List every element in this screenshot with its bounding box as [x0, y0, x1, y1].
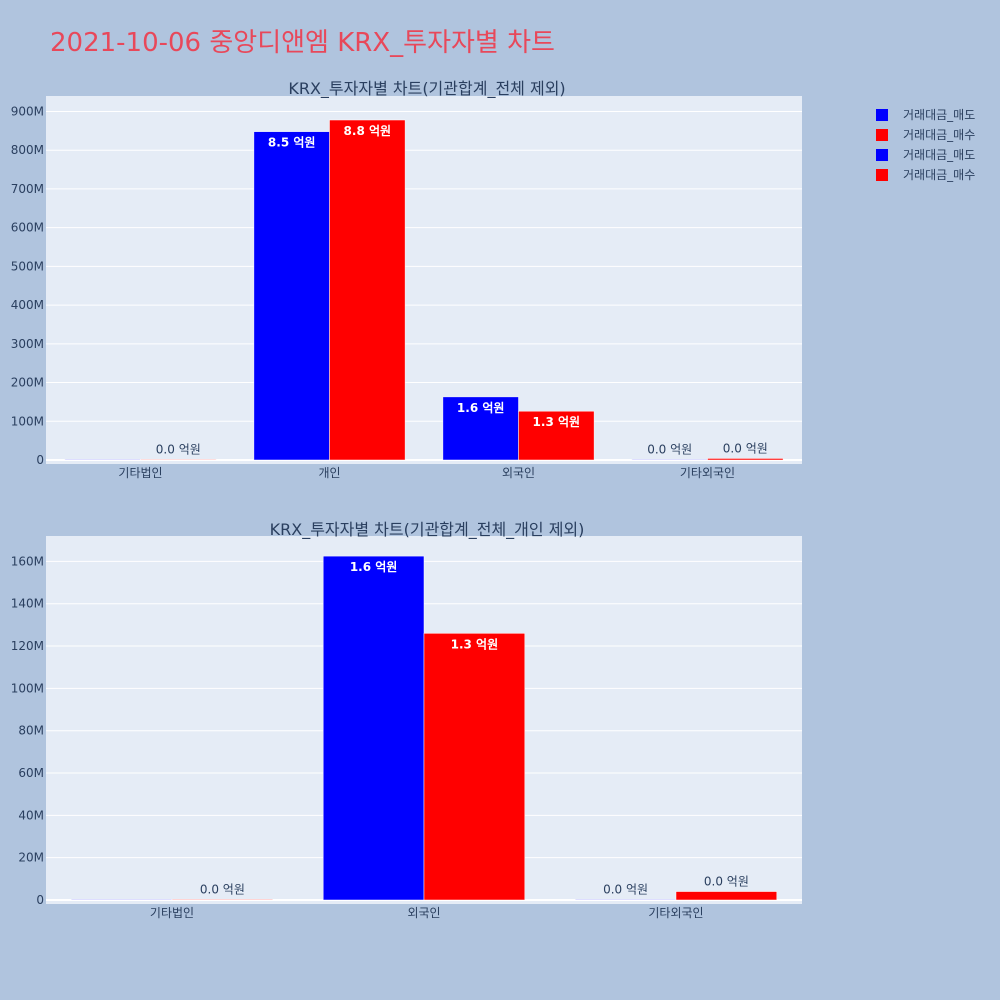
bar-sell[interactable] [631, 459, 708, 461]
chart-panel-top: 0 100M 200M 300M 400M 500M 600M 700M 800M 900M KRX… [11, 79, 802, 480]
y-tick-label: 900M [11, 104, 44, 118]
y-tick-label: 80M [18, 724, 44, 738]
y-tick-label: 500M [11, 259, 44, 273]
y-tick-label: 120M [11, 639, 44, 653]
bar-buy[interactable] [518, 410, 595, 461]
bar-sell[interactable] [322, 555, 425, 901]
y-tick-label: 160M [11, 554, 44, 568]
data-label: 0.0 억원 [200, 882, 245, 896]
y-tick-label: 100M [11, 681, 44, 695]
y-tick-label: 700M [11, 182, 44, 196]
bar-buy[interactable] [171, 899, 274, 901]
legend-swatch [876, 169, 888, 181]
bar-buy[interactable] [140, 459, 217, 461]
data-label: 8.5 억원 [268, 136, 316, 150]
y-tick-label: 20M [18, 851, 44, 865]
y-tick-label: 300M [11, 337, 44, 351]
bar-buy[interactable] [329, 119, 406, 461]
data-label: 0.0 억원 [156, 442, 201, 456]
bar-sell[interactable] [574, 899, 677, 901]
data-label: 0.0 억원 [723, 441, 768, 455]
data-label: 0.0 억원 [603, 882, 648, 896]
y-tick-label: 0 [36, 893, 44, 907]
legend-swatch [876, 149, 888, 161]
chart-panel-bottom: 0 20M 40M 60M 80M 100M 120M 140M 160M KRX_투자자별 차트… [11, 520, 802, 920]
legend-swatch [876, 109, 888, 121]
bar-sell[interactable] [253, 131, 330, 461]
y-tick-label: 40M [18, 808, 44, 822]
data-label: 1.6 억원 [350, 560, 398, 574]
legend-item[interactable]: 거래대금_매도 [876, 148, 975, 162]
legend-item[interactable]: 거래대금_매수 [876, 168, 975, 182]
data-label: 0.0 억원 [704, 875, 749, 889]
x-tick-label: 개인 [318, 466, 340, 480]
legend-item[interactable]: 거래대금_매도 [876, 108, 975, 122]
y-tick-label: 140M [11, 597, 44, 611]
legend-label: 거래대금_매도 [903, 108, 975, 122]
y-tick-label: 600M [11, 221, 44, 235]
bar-buy[interactable] [707, 458, 784, 461]
x-tick-label: 기타법인 [118, 466, 162, 480]
y-tick-label: 400M [11, 298, 44, 312]
x-tick-label: 기타외국인 [648, 906, 703, 920]
data-label: 1.6 억원 [457, 401, 505, 415]
y-tick-label: 800M [11, 143, 44, 157]
chart-title: KRX_투자자별 차트(기관합계_전체 제외) [288, 79, 565, 99]
legend-item[interactable]: 거래대금_매수 [876, 128, 975, 142]
data-label: 1.3 억원 [533, 415, 581, 429]
data-label: 0.0 억원 [647, 442, 692, 456]
bar-buy[interactable] [423, 633, 526, 901]
legend-label: 거래대금_매도 [903, 148, 975, 162]
plot-area [46, 96, 802, 464]
bar-buy[interactable] [675, 891, 778, 901]
bar-sell[interactable] [442, 396, 519, 461]
chart-title: KRX_투자자별 차트(기관합계_전체_개인 제외) [270, 520, 585, 540]
y-tick-label: 60M [18, 766, 44, 780]
data-label: 8.8 억원 [344, 124, 392, 138]
x-tick-label: 기타법인 [150, 906, 194, 920]
data-label: 1.3 억원 [451, 637, 499, 651]
y-tick-label: 0 [36, 453, 44, 467]
bar-sell[interactable] [70, 899, 173, 901]
legend-label: 거래대금_매수 [903, 168, 975, 182]
legend-label: 거래대금_매수 [903, 128, 975, 142]
legend-swatch [876, 129, 888, 141]
page-title: 2021-10-06 중앙디앤엠 KRX_투자자별 차트 [50, 28, 555, 58]
y-tick-label: 100M [11, 414, 44, 428]
y-tick-label: 200M [11, 376, 44, 390]
x-tick-label: 외국인 [502, 466, 535, 480]
bar-sell[interactable] [64, 459, 141, 461]
x-tick-label: 외국인 [407, 906, 440, 920]
x-tick-label: 기타외국인 [680, 466, 735, 480]
